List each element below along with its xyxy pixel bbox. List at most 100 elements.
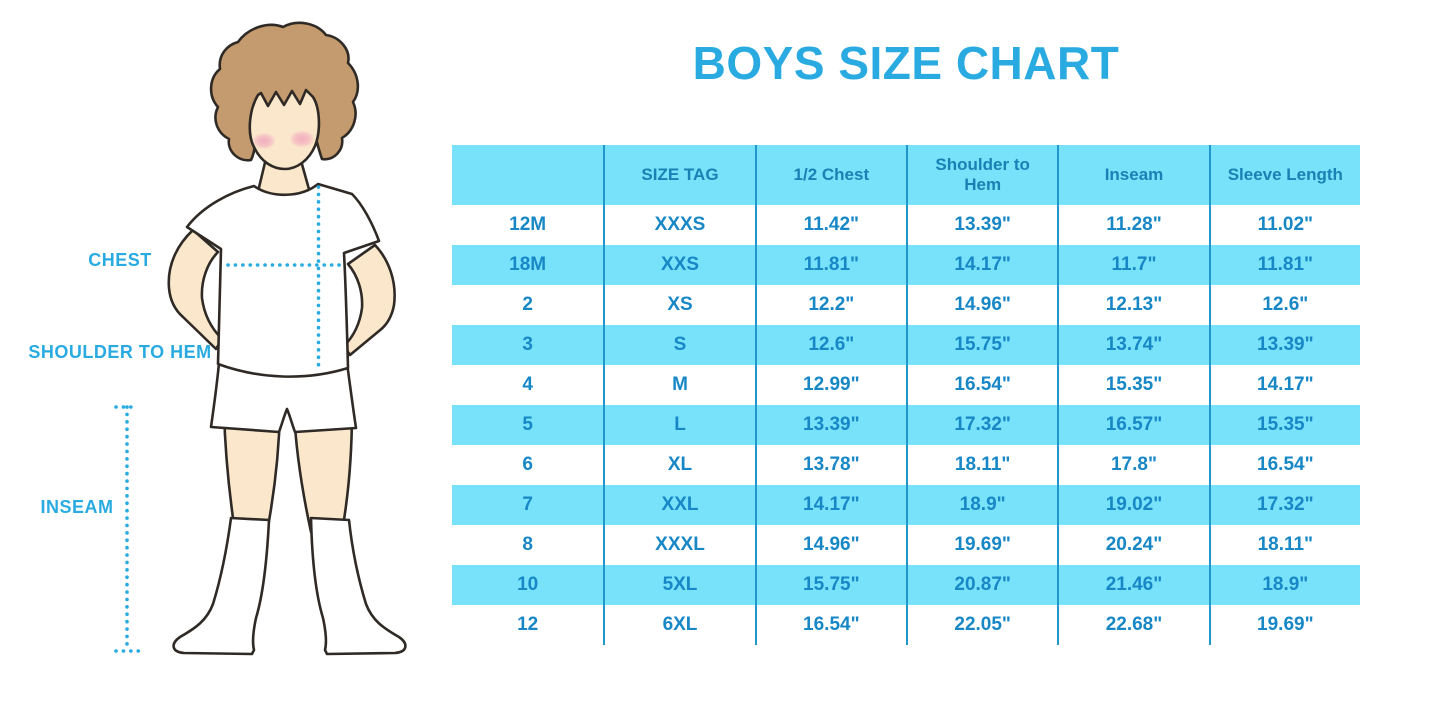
header-cell: Inseam (1057, 145, 1208, 205)
table-cell: 19.69" (905, 525, 1057, 565)
header-cell: Sleeve Length (1208, 145, 1360, 205)
table-cell: 4 (522, 374, 533, 395)
table-row: 5 L 13.39" 17.32" 16.57" 15.35" (452, 405, 1360, 445)
table-cell: 17.32" (905, 405, 1057, 445)
header-cell (452, 145, 603, 205)
table-cell: 13.39" (1208, 325, 1360, 365)
table-cell: 16.57" (1057, 405, 1208, 445)
boy-measurement-figure (114, 21, 407, 656)
table-cell: 15.75" (754, 565, 906, 605)
table-cell: 12.6" (1208, 285, 1360, 325)
header-cell: SIZE TAG (603, 145, 754, 205)
table-cell: 7 (522, 494, 533, 515)
table-cell: 11.02" (1208, 205, 1360, 245)
table-cell: 21.46" (1057, 565, 1208, 605)
table-cell: 16.54" (1208, 445, 1360, 485)
table-cell: 17.32" (1208, 485, 1360, 525)
table-cell: 13.74" (1057, 325, 1208, 365)
header-cell: Shoulder to Hem (905, 145, 1057, 205)
table-cell: XS (603, 285, 754, 325)
table-cell: 14.17" (905, 245, 1057, 285)
table-cell: 18M (509, 254, 547, 275)
table-cell: 14.96" (905, 285, 1057, 325)
boy-left-sock (172, 516, 271, 656)
table-cell: 19.02" (1057, 485, 1208, 525)
table-cell: 10 (517, 574, 539, 595)
table-cell: 20.24" (1057, 525, 1208, 565)
boy-blush-left (252, 132, 276, 150)
table-cell: 14.96" (754, 525, 906, 565)
table-cell: L (603, 405, 754, 445)
table-row: 18M XXS 11.81" 14.17" 11.7" 11.81" (452, 245, 1360, 285)
table-row: 12M XXXS 11.42" 13.39" 11.28" 11.02" (452, 205, 1360, 245)
table-cell: 16.54" (905, 365, 1057, 405)
table-cell: 12M (509, 214, 547, 235)
table-cell: 12.13" (1057, 285, 1208, 325)
table-cell: 2 (522, 294, 533, 315)
table-row: 8 XXXL 14.96" 19.69" 20.24" 18.11" (452, 525, 1360, 565)
table-cell: 13.39" (754, 405, 906, 445)
table-cell: 13.78" (754, 445, 906, 485)
table-row: 7 XXL 14.17" 18.9" 19.02" 17.32" (452, 485, 1360, 525)
table-cell: 19.69" (1208, 605, 1360, 645)
table-cell: 11.81" (1208, 245, 1360, 285)
table-cell: XXXS (603, 205, 754, 245)
size-table-header: SIZE TAG 1/2 Chest Shoulder to Hem Inseam Sl… (452, 145, 1360, 205)
table-cell: 11.28" (1057, 205, 1208, 245)
boy-tshirt (185, 182, 381, 378)
inseam-label: INSEAM (40, 497, 114, 517)
table-cell: 13.39" (905, 205, 1057, 245)
table-cell: 15.75" (905, 325, 1057, 365)
table-cell: XL (603, 445, 754, 485)
table-cell: M (603, 365, 754, 405)
table-cell: XXL (603, 485, 754, 525)
table-cell: 18.9" (1208, 565, 1360, 605)
size-table-body: 12M XXXS 11.42" 13.39" 11.28" 11.02" 18M XXS 11.… (452, 205, 1360, 645)
table-cell: XXXL (603, 525, 754, 565)
page-title: BOYS SIZE CHART (692, 37, 1120, 89)
boy-face (248, 88, 321, 171)
table-row: 3 S 12.6" 15.75" 13.74" 13.39" (452, 325, 1360, 365)
size-table: SIZE TAG 1/2 Chest Shoulder to Hem Inseam Sl… (452, 145, 1360, 645)
table-cell: 12 (517, 614, 539, 635)
table-cell: 11.42" (754, 205, 906, 245)
table-cell: 5XL (603, 565, 754, 605)
table-cell: 6 (522, 454, 533, 475)
table-cell: 11.81" (754, 245, 906, 285)
table-cell: 15.35" (1057, 365, 1208, 405)
inseam-measure-line (114, 405, 142, 653)
table-cell: 11.7" (1057, 245, 1208, 285)
table-row: 6 XL 13.78" 18.11" 17.8" 16.54" (452, 445, 1360, 485)
header-cell: 1/2 Chest (754, 145, 906, 205)
boy-shorts (209, 361, 358, 434)
table-cell: S (603, 325, 754, 365)
table-row: 12 6XL 16.54" 22.05" 22.68" 19.69" (452, 605, 1360, 645)
boy-left-arm (167, 228, 224, 351)
chest-label: CHEST (88, 250, 152, 270)
boy-right-arm (342, 243, 396, 357)
table-cell: 14.17" (754, 485, 906, 525)
boy-blush-right (289, 130, 315, 148)
table-cell: 18.9" (905, 485, 1057, 525)
table-cell: XXS (603, 245, 754, 285)
table-cell: 18.11" (905, 445, 1057, 485)
table-cell: 15.35" (1208, 405, 1360, 445)
table-cell: 22.68" (1057, 605, 1208, 645)
boy-right-sock (309, 516, 407, 656)
table-cell: 8 (522, 534, 533, 555)
table-row: 2 XS 12.2" 14.96" 12.13" 12.6" (452, 285, 1360, 325)
table-cell: 14.17" (1208, 365, 1360, 405)
table-cell: 20.87" (905, 565, 1057, 605)
table-cell: 12.6" (754, 325, 906, 365)
table-cell: 17.8" (1057, 445, 1208, 485)
table-cell: 22.05" (905, 605, 1057, 645)
table-cell: 6XL (603, 605, 754, 645)
table-cell: 12.99" (754, 365, 906, 405)
table-row: 10 5XL 15.75" 20.87" 21.46" 18.9" (452, 565, 1360, 605)
table-cell: 12.2" (754, 285, 906, 325)
table-cell: 5 (522, 414, 533, 435)
table-row: 4 M 12.99" 16.54" 15.35" 14.17" (452, 365, 1360, 405)
table-cell: 16.54" (754, 605, 906, 645)
table-cell: 3 (522, 334, 533, 355)
